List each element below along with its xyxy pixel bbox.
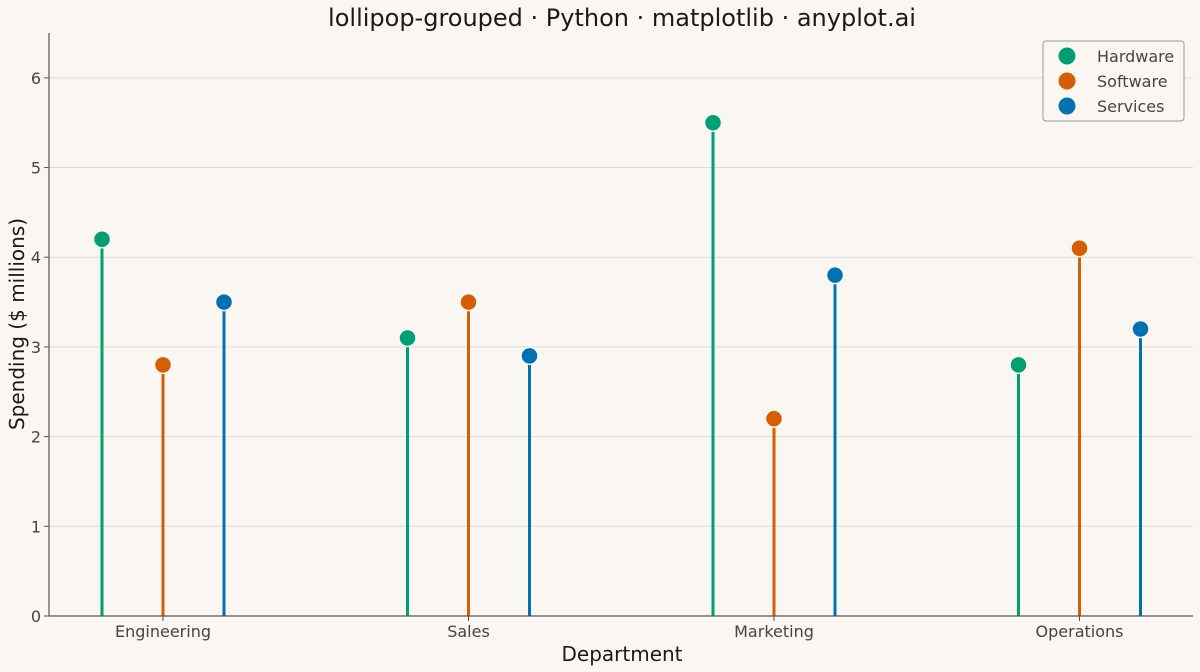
y-tick-label: 1 [31,517,41,536]
lollipop-marker [92,230,112,249]
lollipop-marker [1131,319,1150,339]
legend-box [1042,40,1185,122]
legend-label: Software [1097,72,1168,91]
legend: Hardware Software Services [1042,40,1185,122]
y-tick-label: 2 [31,428,41,447]
lollipop-marker [153,355,173,375]
y-tick-label: 0 [31,607,41,626]
x-tick-label: Sales [447,622,490,641]
legend-marker [1058,47,1076,65]
legend-marker [1058,72,1076,90]
lollipop-marker [825,265,845,285]
lollipop-marker [459,292,478,312]
lollipop-marker [1009,355,1028,375]
legend-label: Services [1097,97,1164,116]
lollipop-marker [764,409,784,428]
lollipop-marker [703,113,723,132]
lollipop-markers [92,113,1150,428]
y-axis-label: Spending ($ millions) [5,218,29,430]
legend-label: Hardware [1097,47,1174,66]
y-tick-label: 5 [31,159,41,178]
x-tick-label: Marketing [734,622,814,641]
y-axis-ticks: 0 1 2 3 4 5 6 [31,69,49,626]
lollipop-stems [100,122,1142,616]
lollipop-marker [214,292,234,312]
x-tick-label: Operations [1036,622,1124,641]
x-tick-label: Engineering [115,622,211,641]
y-tick-label: 4 [31,248,41,267]
x-axis-ticks: Engineering Sales Marketing Operations [115,616,1123,641]
grid-lines [49,77,1193,527]
lollipop-marker [520,346,539,366]
axes [48,33,1193,617]
legend-marker [1058,97,1076,115]
y-tick-label: 3 [31,338,41,357]
x-axis-label: Department [561,642,682,666]
lollipop-marker [1070,239,1089,258]
y-tick-label: 6 [31,69,41,88]
lollipop-marker [398,328,417,348]
chart-title: lollipop-grouped · Python · matplotlib ·… [328,4,916,32]
